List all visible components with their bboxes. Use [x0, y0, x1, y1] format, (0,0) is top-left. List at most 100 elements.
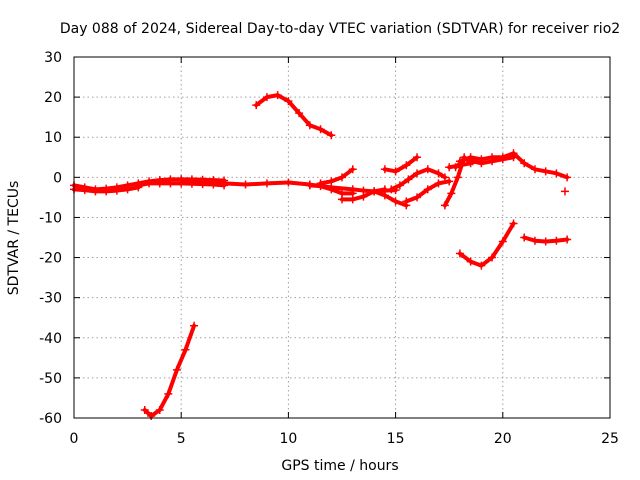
data-point	[316, 125, 325, 134]
data-point	[402, 161, 411, 170]
data-point	[338, 173, 346, 182]
y-tick-label: -50	[39, 371, 62, 387]
x-tick-label: 15	[387, 431, 405, 447]
tick-labels: 0 5 10 15 20 25 -60 -50 -40 -30 -20 -10 0 10 20 30	[39, 50, 619, 447]
data-point	[370, 187, 379, 196]
data-point	[563, 173, 572, 182]
grid	[74, 57, 610, 418]
series-line	[442, 155, 467, 208]
y-axis-label: SDTVAR / TECUs	[6, 181, 22, 296]
data-point	[140, 405, 149, 414]
x-tick-label: 25	[601, 431, 619, 447]
series-arc-15	[440, 153, 469, 210]
series-line	[142, 323, 197, 418]
chart-title: Day 088 of 2024, Sidereal Day-to-day VTE…	[60, 21, 620, 37]
data-point	[220, 181, 229, 190]
data-point	[252, 101, 261, 110]
data-point	[520, 159, 529, 168]
data-point	[447, 189, 456, 198]
data-point	[177, 179, 186, 188]
x-tick-label: 0	[70, 431, 79, 447]
data-point	[241, 180, 250, 189]
data-point	[404, 175, 413, 184]
data-point	[190, 321, 199, 330]
data-point	[348, 195, 357, 204]
series-arc-4	[134, 179, 229, 190]
data-point	[498, 237, 507, 246]
data-point	[155, 179, 164, 188]
data-point	[327, 177, 336, 186]
data-point	[80, 186, 89, 195]
data-point	[338, 195, 346, 204]
data-point	[166, 179, 175, 188]
x-tick-label: 10	[279, 431, 297, 447]
y-tick-label: -40	[39, 331, 62, 347]
y-tick-label: 30	[44, 50, 62, 66]
data-point	[91, 187, 100, 196]
y-tick-label: -10	[39, 210, 62, 226]
data-point	[316, 179, 325, 188]
data-point	[466, 257, 475, 266]
series-line	[457, 221, 516, 268]
data-point	[402, 197, 411, 206]
data-point	[209, 180, 218, 189]
data-point	[434, 179, 443, 188]
y-tick-label: -30	[39, 291, 62, 307]
series-arc-13	[387, 165, 449, 194]
data-point	[348, 165, 357, 174]
data-point	[509, 219, 518, 228]
series-arc-14	[402, 177, 454, 206]
data-point	[423, 185, 432, 194]
data-point	[413, 193, 422, 202]
data-point	[145, 179, 154, 188]
data-point	[530, 165, 539, 174]
data-point	[440, 173, 449, 182]
series-line	[382, 155, 420, 174]
data-point	[134, 181, 143, 190]
series-arc-12	[380, 153, 422, 176]
axis-ticks	[73, 56, 611, 419]
series-arc-17	[455, 149, 572, 182]
series-arc-5	[252, 91, 336, 140]
data-point	[305, 181, 314, 190]
data-point	[509, 149, 518, 158]
data-point	[187, 179, 196, 188]
y-tick-label: 0	[53, 170, 62, 186]
data-point	[413, 153, 422, 162]
data-point	[488, 153, 497, 162]
data-point	[391, 167, 400, 176]
series-arc-18	[445, 159, 475, 172]
data-point	[552, 169, 561, 178]
data-point	[413, 169, 422, 178]
series-arc-8	[316, 165, 357, 188]
data-point	[387, 185, 396, 194]
series-arc-21	[560, 187, 569, 196]
data-point	[102, 187, 111, 196]
data-point	[198, 180, 207, 189]
data-point	[391, 197, 400, 206]
data-point	[395, 181, 404, 190]
x-axis-label: GPS time / hours	[281, 458, 398, 474]
data-point	[530, 236, 539, 245]
data-point	[155, 405, 164, 414]
data-point	[327, 185, 336, 194]
data-point	[440, 201, 449, 210]
data-point	[262, 179, 271, 188]
data-point	[327, 131, 336, 140]
data-point	[453, 173, 462, 182]
data-point	[164, 389, 173, 398]
data-series	[70, 91, 572, 420]
y-tick-label: 10	[44, 130, 62, 146]
data-point	[477, 261, 486, 270]
x-tick-label: 20	[494, 431, 512, 447]
data-point	[423, 165, 432, 174]
series-arc-6	[140, 321, 199, 420]
series-line	[372, 189, 409, 208]
plot-frame	[73, 56, 611, 419]
data-point	[520, 233, 529, 242]
data-point	[305, 121, 314, 130]
data-point	[455, 161, 464, 170]
data-point	[172, 365, 181, 374]
data-point	[262, 93, 271, 102]
